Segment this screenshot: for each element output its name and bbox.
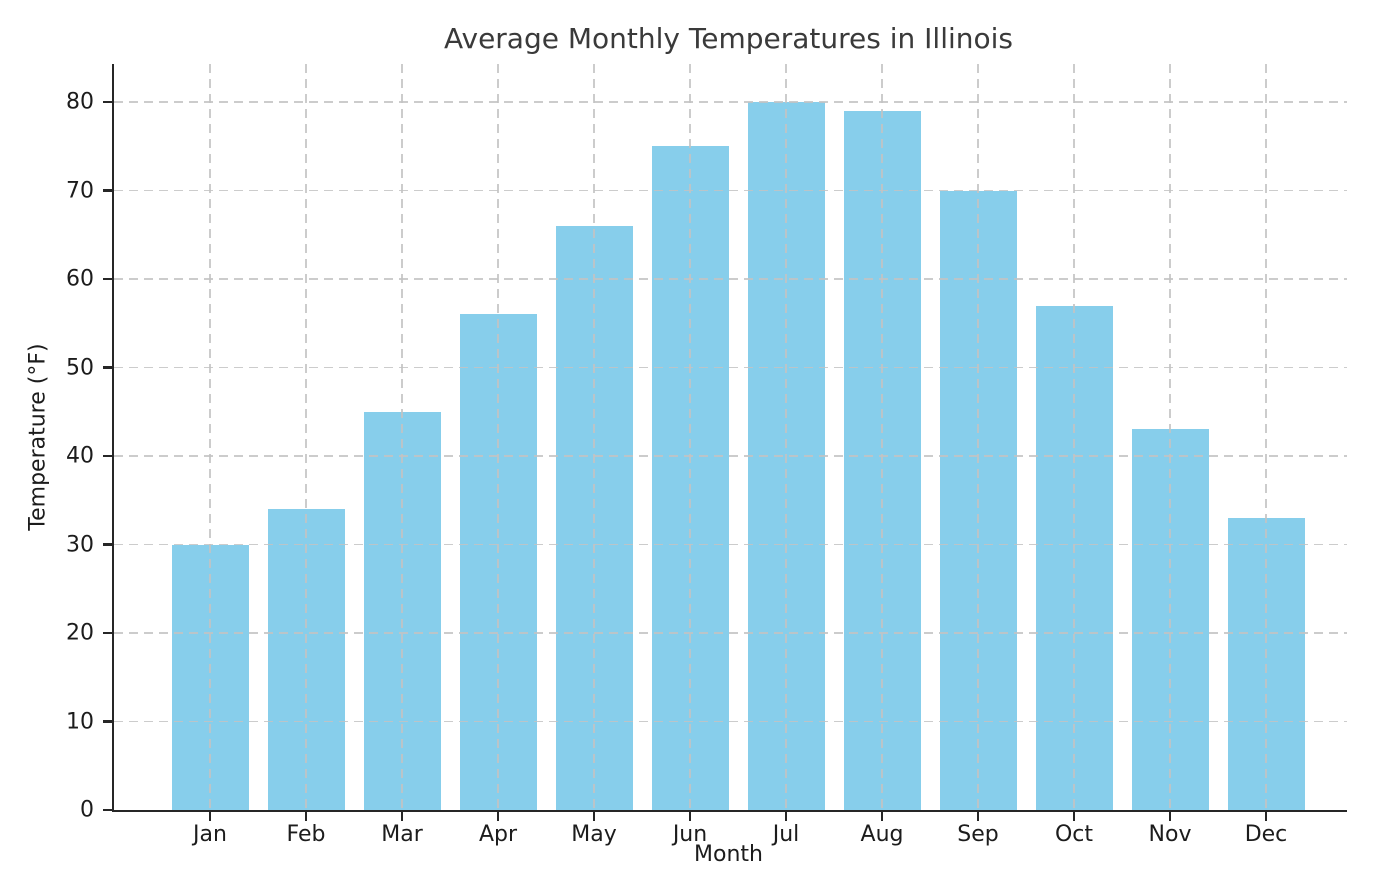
x-tick-label-mar: Mar xyxy=(381,822,423,847)
x-tick-mark-mar xyxy=(400,812,404,821)
y-tick-mark-60 xyxy=(103,277,112,281)
x-tick-mark-dec xyxy=(1264,812,1268,821)
v-gridline-dec xyxy=(1265,64,1267,810)
v-gridline-mar xyxy=(401,64,403,810)
v-gridline-nov xyxy=(1169,64,1171,810)
x-tick-mark-oct xyxy=(1072,812,1076,821)
y-tick-mark-10 xyxy=(103,720,112,723)
x-tick-mark-may xyxy=(592,812,596,821)
x-tick-mark-jan xyxy=(208,812,212,821)
y-tick-mark-30 xyxy=(103,543,112,546)
h-gridline-70 xyxy=(114,189,1347,192)
x-axis-label: Month xyxy=(694,842,763,867)
x-tick-label-oct: Oct xyxy=(1054,822,1094,847)
x-tick-mark-sep xyxy=(976,812,980,821)
x-tick-mark-nov xyxy=(1168,812,1172,821)
y-tick-mark-40 xyxy=(103,454,112,458)
v-gridline-jun xyxy=(689,64,691,810)
x-tick-mark-apr xyxy=(496,812,500,821)
v-gridline-aug xyxy=(881,64,883,810)
x-tick-label-aug: Aug xyxy=(860,822,904,847)
v-gridline-sep xyxy=(977,64,979,810)
x-tick-label-nov: Nov xyxy=(1148,822,1192,847)
v-gridline-jul xyxy=(785,64,787,810)
y-tick-label-30: 30 xyxy=(66,532,94,558)
h-gridline-60 xyxy=(114,278,1347,280)
y-tick-label-60: 60 xyxy=(66,266,94,292)
h-gridline-30 xyxy=(114,543,1347,546)
x-tick-label-jul: Jul xyxy=(772,822,800,847)
v-gridline-apr xyxy=(497,64,499,810)
y-tick-label-10: 10 xyxy=(66,709,94,734)
x-tick-mark-jul xyxy=(784,812,788,821)
v-gridline-may xyxy=(593,64,595,810)
y-tick-label-0: 0 xyxy=(80,797,94,823)
x-tick-label-jan: Jan xyxy=(193,822,227,847)
v-gridline-feb xyxy=(305,64,307,810)
plot-area: 0 10 20 30 40 50 60 70 80 Jan Feb Mar Apr May Jun Jul Au… xyxy=(66,64,1347,847)
h-gridline-50 xyxy=(114,366,1347,369)
x-tick-label-apr: Apr xyxy=(478,822,518,847)
v-gridline-oct xyxy=(1073,64,1075,810)
x-tick-label-feb: Feb xyxy=(286,822,326,847)
x-tick-mark-jun xyxy=(688,812,692,821)
h-gridline-10 xyxy=(114,720,1347,723)
v-gridline-jan xyxy=(209,64,211,810)
y-tick-mark-80 xyxy=(103,100,112,104)
y-tick-mark-70 xyxy=(103,189,112,192)
x-tick-mark-feb xyxy=(304,812,308,821)
y-axis-label: Temperature (°F) xyxy=(25,343,51,531)
h-gridline-20 xyxy=(114,632,1347,634)
y-tick-label-40: 40 xyxy=(66,443,94,469)
x-tick-label-jun: Jun xyxy=(672,822,708,847)
x-tick-label-dec: Dec xyxy=(1244,822,1288,847)
y-tick-mark-20 xyxy=(103,631,112,635)
chart-title: Average Monthly Temperatures in Illinois xyxy=(443,22,1013,55)
x-tick-mark-aug xyxy=(880,812,884,821)
y-tick-label-70: 70 xyxy=(66,178,94,204)
y-tick-label-80: 80 xyxy=(66,89,94,115)
h-gridline-40 xyxy=(114,455,1347,457)
y-tick-mark-50 xyxy=(103,366,112,369)
y-tick-mark-0 xyxy=(103,808,112,812)
h-gridline-80 xyxy=(114,101,1347,103)
x-tick-label-sep: Sep xyxy=(957,822,999,847)
y-tick-label-20: 20 xyxy=(66,620,94,646)
y-tick-label-50: 50 xyxy=(66,355,94,381)
x-tick-label-may: May xyxy=(571,822,617,847)
